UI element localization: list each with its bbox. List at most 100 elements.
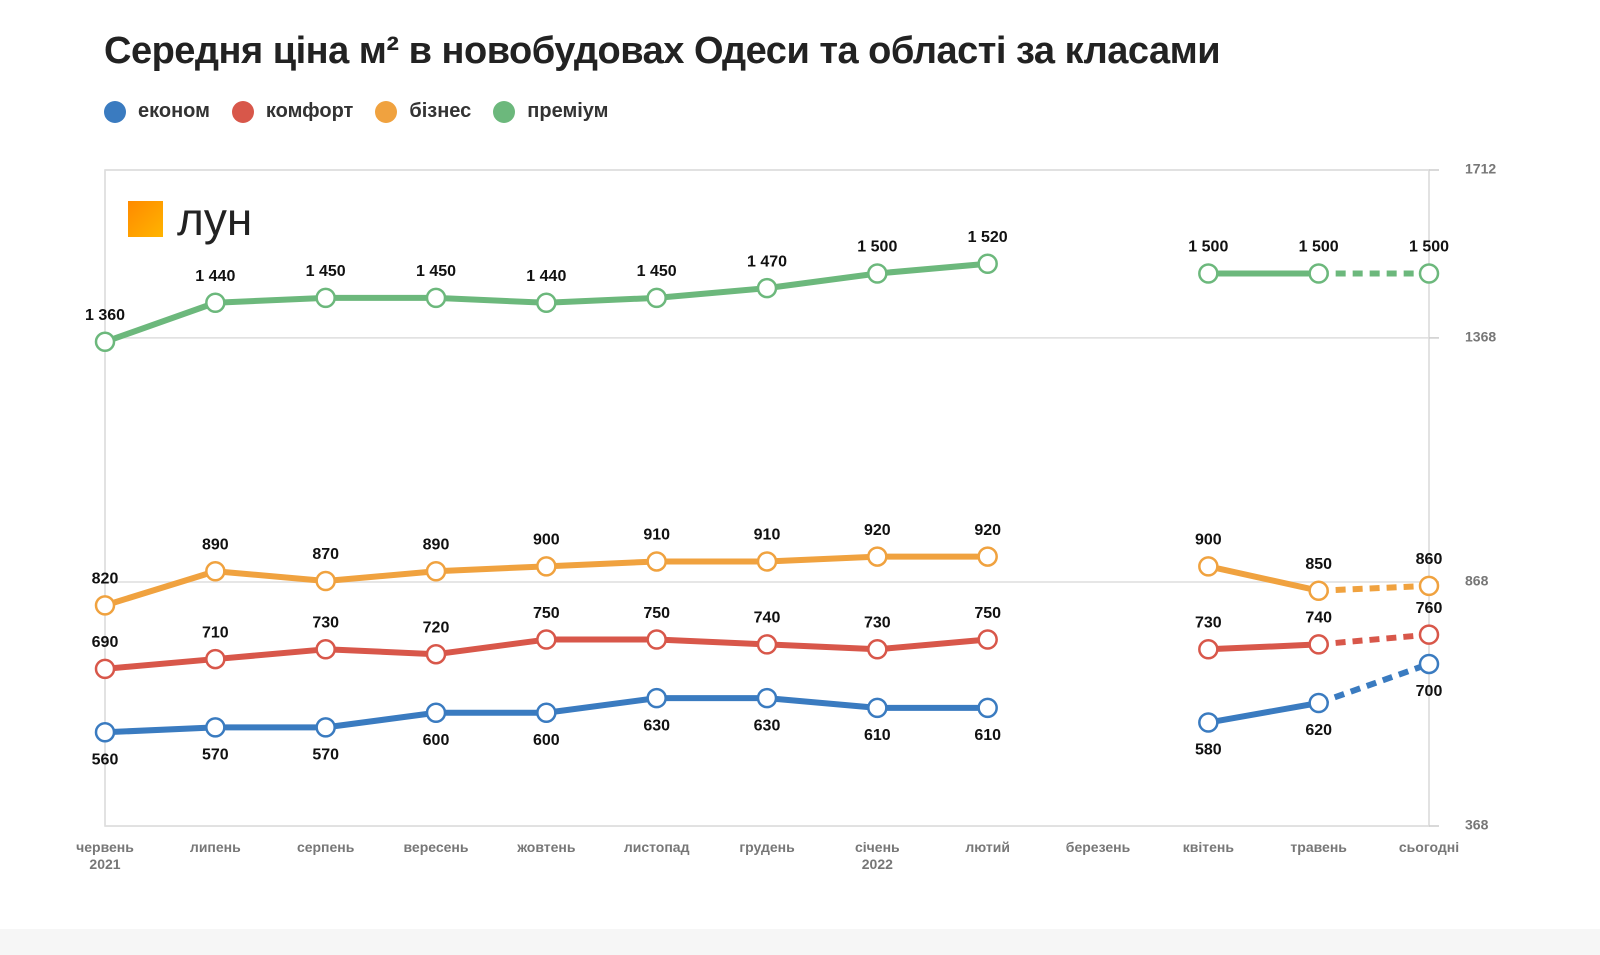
point xyxy=(1198,556,1219,577)
data-label: 1 500 xyxy=(1188,239,1228,256)
data-label: 750 xyxy=(643,605,670,622)
point xyxy=(867,639,888,660)
point xyxy=(646,287,667,309)
x-tick-label: липень xyxy=(189,839,241,855)
data-label: 630 xyxy=(643,717,670,734)
data-label: 600 xyxy=(533,732,560,749)
data-label: 1 360 xyxy=(85,307,125,324)
point xyxy=(1198,639,1219,660)
point xyxy=(425,702,447,724)
point xyxy=(425,643,447,665)
data-label: 560 xyxy=(92,752,119,769)
series: 560 570 570 600 600 630 630 610 610 580 620 700 xyxy=(92,653,1443,769)
data-label: 740 xyxy=(754,610,781,627)
point xyxy=(756,551,778,572)
point xyxy=(536,702,557,724)
x-tick-label: грудень xyxy=(739,839,795,855)
data-label: 1 500 xyxy=(1409,239,1449,256)
data-label: 890 xyxy=(202,536,229,553)
data-label: 750 xyxy=(533,605,560,622)
data-label: 850 xyxy=(1305,556,1332,573)
data-label: 610 xyxy=(974,727,1001,744)
legend-item: економ xyxy=(104,100,210,123)
point xyxy=(1198,712,1219,733)
logo: лун xyxy=(128,192,252,246)
data-label: 570 xyxy=(202,747,229,764)
point xyxy=(315,639,336,660)
point xyxy=(536,556,557,577)
point xyxy=(1308,692,1329,714)
point xyxy=(205,648,226,670)
logo-text: лун xyxy=(177,193,253,245)
x-tick-label: травень xyxy=(1290,839,1347,855)
point xyxy=(536,629,557,650)
point xyxy=(315,570,336,592)
data-label: 1 450 xyxy=(306,263,346,280)
data-label: 730 xyxy=(864,615,891,632)
y-tick-label: 868 xyxy=(1465,573,1489,589)
data-label: 610 xyxy=(864,727,891,744)
data-label: 1 500 xyxy=(1299,239,1339,256)
legend-label: преміум xyxy=(527,100,609,122)
point xyxy=(425,560,447,582)
series: 690 710 730 720 750 750 740 730 750 730 740 760 xyxy=(92,600,1443,680)
data-label: 870 xyxy=(312,546,339,563)
data-label: 570 xyxy=(312,747,339,764)
data-label: 860 xyxy=(1416,551,1443,568)
legend-marker xyxy=(375,100,398,123)
data-label: 700 xyxy=(1416,683,1443,700)
data-label: 750 xyxy=(974,605,1001,622)
series: 820 890 870 890 900 910 910 920 920 900 850 860 xyxy=(92,522,1443,616)
point xyxy=(94,722,116,743)
data-label: 620 xyxy=(1305,722,1332,739)
point xyxy=(867,697,888,719)
legend-item: комфорт xyxy=(231,100,353,123)
data-label: 1 470 xyxy=(747,253,787,270)
data-label: 910 xyxy=(754,527,781,544)
projection-line xyxy=(1318,631,1430,648)
x-tick-label: лютий xyxy=(965,839,1010,855)
point xyxy=(646,687,667,709)
point xyxy=(646,551,667,572)
point xyxy=(867,546,888,567)
legend-label: бізнес xyxy=(409,100,472,122)
point xyxy=(1198,263,1219,284)
point xyxy=(94,595,116,616)
legend-marker xyxy=(493,100,516,123)
point xyxy=(1418,575,1440,597)
line xyxy=(1207,700,1320,726)
point xyxy=(205,560,226,582)
data-label: 820 xyxy=(92,571,119,588)
data-label: 1 450 xyxy=(416,263,456,280)
data-label: 760 xyxy=(1416,600,1443,617)
x-tick-label: жовтень xyxy=(517,839,576,855)
data-label: 890 xyxy=(423,536,450,553)
data-label: 720 xyxy=(423,619,450,636)
y-tick-label: 368 xyxy=(1465,817,1489,833)
legend-marker xyxy=(104,100,126,123)
point xyxy=(977,697,998,719)
data-label: 1 440 xyxy=(526,268,566,285)
x-tick-label: сьогодні xyxy=(1398,839,1460,855)
data-label: 910 xyxy=(643,527,670,544)
point xyxy=(1418,263,1440,284)
x-tick-label: червень 2021 xyxy=(76,839,134,872)
data-label: 600 xyxy=(423,732,450,749)
line xyxy=(1208,641,1319,653)
point xyxy=(977,253,998,274)
point xyxy=(1418,624,1440,645)
chart-title: Середня ціна м² в новобудовах Одеси та о… xyxy=(104,30,1221,72)
data-label: 580 xyxy=(1195,742,1222,759)
point xyxy=(315,287,336,309)
point xyxy=(205,717,226,738)
x-tick-label: листопад xyxy=(623,839,690,855)
legend-item: бізнес xyxy=(375,100,471,123)
x-tick-label: січень 2022 xyxy=(855,839,900,872)
point xyxy=(1308,634,1329,655)
projection-line xyxy=(1317,661,1431,706)
data-label: 730 xyxy=(1195,615,1222,632)
x-tick-label: серпень xyxy=(296,839,355,855)
x-tick-label: квітень xyxy=(1182,839,1234,855)
line xyxy=(1207,563,1320,594)
point xyxy=(756,277,778,299)
